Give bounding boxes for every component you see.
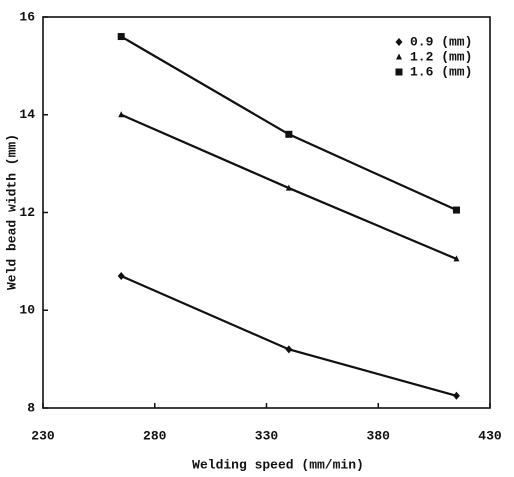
legend-label: 0.9 (mm) bbox=[410, 34, 472, 49]
data-point bbox=[117, 33, 125, 41]
x-tick-label: 380 bbox=[367, 428, 391, 443]
legend-marker bbox=[396, 53, 402, 60]
legend-marker bbox=[395, 38, 403, 46]
data-point bbox=[285, 345, 293, 354]
legend-marker bbox=[395, 68, 403, 76]
x-tick-label: 280 bbox=[143, 428, 167, 443]
y-tick-label: 14 bbox=[19, 107, 35, 122]
data-point bbox=[453, 255, 460, 262]
y-axis-label: Weld bead width (mm) bbox=[4, 134, 19, 290]
y-tick-label: 12 bbox=[19, 205, 35, 220]
x-tick-label: 230 bbox=[31, 428, 55, 443]
y-tick-label: 10 bbox=[19, 303, 35, 318]
y-tick-label: 8 bbox=[27, 400, 35, 415]
data-point bbox=[285, 130, 293, 138]
series-line bbox=[120, 35, 457, 212]
data-point bbox=[452, 391, 460, 400]
x-tick-label: 430 bbox=[478, 428, 502, 443]
series-line bbox=[120, 275, 457, 397]
data-point bbox=[117, 272, 125, 281]
legend-label: 1.2 (mm) bbox=[410, 49, 472, 64]
data-point bbox=[285, 184, 292, 191]
x-tick-label: 330 bbox=[255, 428, 279, 443]
legend-label: 1.6 (mm) bbox=[410, 64, 472, 79]
data-point bbox=[452, 206, 460, 214]
x-axis-label: Welding speed (mm/min) bbox=[192, 457, 364, 472]
data-point bbox=[118, 111, 125, 118]
y-tick-label: 16 bbox=[19, 9, 35, 24]
